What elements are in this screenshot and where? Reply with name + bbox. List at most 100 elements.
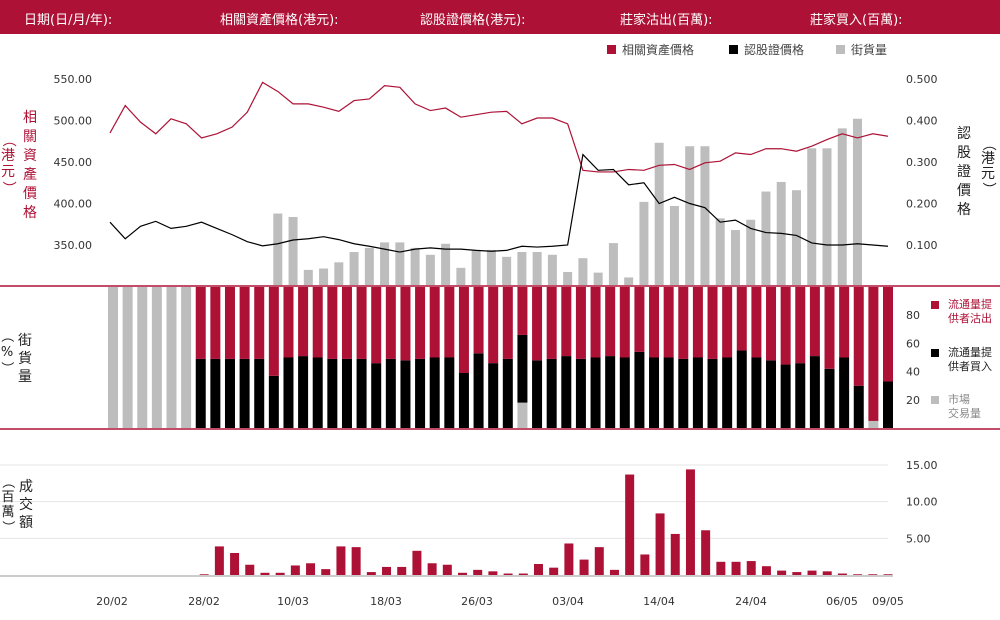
left-axis-unit-char: 百 (1, 490, 14, 505)
provider-buy-bar (678, 358, 689, 428)
provider-sell-bar (371, 287, 382, 364)
provider-sell-bar (736, 287, 747, 351)
provider-sell-bar (502, 287, 513, 359)
street-volume-bar (380, 242, 390, 285)
provider-sell-bar (766, 287, 777, 361)
turnover-bar (458, 572, 468, 575)
provider-sell-bar (590, 287, 601, 358)
street-volume-bar (288, 216, 298, 285)
provider-buy-bar (780, 364, 791, 428)
provider-sell-bar (195, 287, 206, 359)
provider-buy-bar (327, 358, 338, 428)
right-axis-label-char: 證 (957, 163, 971, 180)
left-axis-unit-char: ） (0, 361, 14, 374)
street-volume-bar (349, 252, 359, 285)
street-volume-bar (273, 213, 283, 285)
street-volume-bar (486, 249, 496, 285)
x-tick-label: 18/03 (370, 595, 402, 608)
provider-sell-bar (605, 287, 616, 357)
turnover-tick: 5.00 (906, 532, 931, 545)
turnover-bar (442, 564, 452, 575)
turnover-bar (214, 546, 224, 575)
header-bar: 日期(日/月/年): 相關資產價格(港元): 認股證價格(港元): 莊家沽出(百… (0, 0, 1000, 34)
provider-sell-bar (458, 287, 469, 374)
market-volume-bar (108, 287, 118, 428)
legend-swatch (931, 301, 939, 309)
turnover-bar (336, 546, 346, 575)
turnover-bar (625, 474, 635, 575)
warrant-price-header: 認股證價格(港元): (420, 13, 526, 28)
provider-buy-bar (224, 358, 235, 428)
turnover-bar (716, 561, 726, 575)
provider-sell-bar (488, 287, 499, 364)
turnover-bar (321, 569, 331, 575)
turnover-bar (351, 547, 361, 575)
left-price-tick: 400.00 (54, 198, 93, 211)
street-volume-bar (639, 201, 649, 285)
provider-sell-bar (356, 287, 367, 359)
street-volume-bar (608, 243, 618, 285)
street-volume-bar (761, 191, 771, 285)
provider-buy-bar (751, 357, 762, 428)
left-price-tick: 500.00 (54, 115, 93, 128)
turnover-bar (655, 513, 665, 575)
market-volume-bar (166, 287, 177, 428)
street-volume-bar (837, 128, 847, 285)
left-axis-label-char: 貨 (18, 350, 32, 367)
x-tick-label: 20/02 (96, 595, 128, 608)
turnover-tick: 15.00 (906, 459, 938, 472)
market-volume-bar (181, 287, 192, 428)
street-volume-bar (822, 148, 832, 285)
left-axis-unit-char: ） (0, 181, 16, 195)
left-axis-label-char: 成 (19, 479, 33, 495)
right-axis-unit-char: （ (980, 137, 996, 151)
left-axis-unit-char: 港 (1, 148, 15, 164)
x-tick-label: 14/04 (643, 595, 675, 608)
left-axis-unit-char: （ (0, 475, 15, 488)
left-axis-label-char: 量 (18, 369, 32, 385)
turnover-bar (807, 570, 817, 575)
provider-buy-bar (634, 351, 645, 428)
turnover-bar (731, 561, 741, 575)
street-volume-bar (715, 218, 725, 285)
left-price-tick: 350.00 (54, 239, 93, 252)
street-volume-bar (791, 190, 801, 285)
turnover-bar (609, 569, 619, 575)
market-volume-bar (868, 420, 879, 428)
provider-sell-bar (751, 287, 762, 358)
turnover-bar (275, 572, 285, 575)
street-volume-bar (319, 268, 329, 285)
street-volume-bar (700, 146, 710, 285)
right-axis-label-char: 認 (957, 126, 971, 142)
street-volume-bar (547, 254, 557, 285)
provider-sell-bar (839, 287, 850, 358)
provider-buy-bar (254, 358, 265, 428)
provider-sell-bar (663, 287, 674, 358)
turnover-bar (290, 565, 300, 575)
provider-buy-bar (356, 358, 367, 428)
legend-label: 相關資產價格 (622, 42, 694, 57)
legend-label: 市場 (948, 392, 970, 406)
percent-tick: 80 (906, 309, 920, 322)
turnover-bar (837, 573, 847, 575)
turnover-bar (427, 563, 437, 575)
street-volume-bar (685, 146, 695, 285)
right-axis-label-char: 股 (957, 145, 971, 161)
turnover-bar (579, 559, 589, 575)
left-axis-label-char: 資 (23, 148, 37, 164)
left-axis-unit-char: 萬 (1, 505, 14, 520)
provider-sell-bar (400, 287, 411, 361)
x-tick-label: 28/02 (188, 595, 220, 608)
legend-swatch (931, 396, 939, 404)
left-axis-label-char: 交 (19, 496, 33, 513)
turnover-bar (868, 574, 878, 575)
provider-buy-bar (766, 360, 777, 428)
provider-buy-bar (473, 353, 484, 428)
left-axis-unit-char: ） (0, 520, 15, 533)
provider-buy-bar (502, 358, 513, 428)
provider-buy-bar (839, 357, 850, 428)
street-volume-bar (395, 242, 405, 285)
legend-label: 街貨量 (851, 42, 887, 57)
legend-swatch (931, 349, 939, 357)
provider-sell-bar (795, 287, 806, 364)
